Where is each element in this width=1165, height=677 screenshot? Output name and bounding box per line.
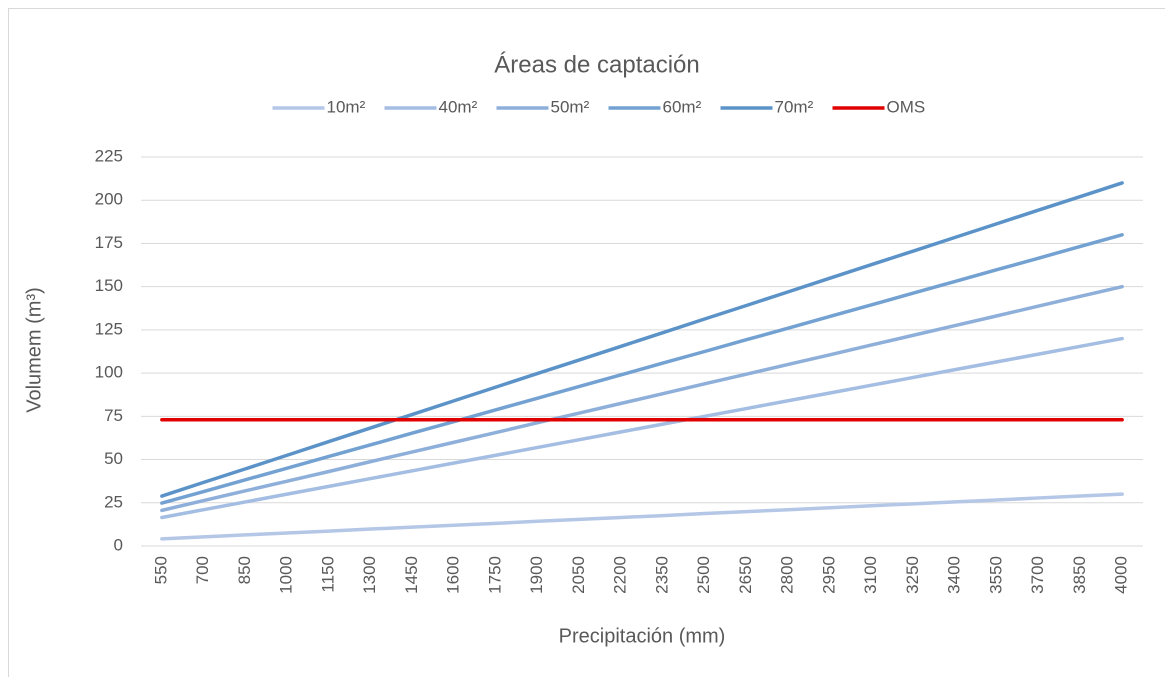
y-tick-label: 200 [95, 190, 123, 209]
x-tick-label: 1450 [402, 556, 421, 594]
y-axis-title: Volumem (m³) [23, 287, 45, 413]
legend-label: OMS [887, 97, 926, 116]
y-tick-label: 0 [114, 535, 123, 554]
series-line [160, 181, 1124, 498]
x-tick-label: 1300 [360, 556, 379, 594]
x-tick-label: 550 [151, 556, 170, 584]
x-tick-label: 700 [193, 556, 212, 584]
y-tick-label: 175 [95, 233, 123, 252]
legend-label: 50m² [551, 97, 590, 116]
x-tick-label: 3850 [1070, 556, 1089, 594]
x-tick-label: 2200 [611, 556, 630, 594]
chart-frame [8, 8, 1165, 677]
legend-label: 60m² [663, 97, 702, 116]
y-tick-label: 100 [95, 363, 123, 382]
y-tick-label: 225 [95, 146, 123, 165]
x-tick-label: 2800 [778, 556, 797, 594]
x-tick-label: 3400 [945, 556, 964, 594]
x-tick-label: 2950 [819, 556, 838, 594]
x-tick-label: 1000 [277, 556, 296, 594]
x-tick-label: 3550 [986, 556, 1005, 594]
series-line [160, 336, 1124, 520]
x-tick-label: 1900 [527, 556, 546, 594]
x-tick-label: 1150 [318, 556, 337, 593]
x-tick-label: 2350 [652, 556, 671, 594]
x-tick-label: 2650 [736, 556, 755, 594]
series-line [160, 284, 1124, 513]
x-axis-title: Precipitación (mm) [559, 625, 726, 647]
x-tick-label: 3700 [1028, 556, 1047, 594]
series-line [160, 492, 1124, 541]
y-tick-label: 75 [104, 406, 123, 425]
legend-label: 40m² [439, 97, 478, 116]
x-tick-label: 3250 [903, 556, 922, 594]
y-tick-label: 150 [95, 276, 123, 295]
x-tick-label: 1600 [444, 556, 463, 594]
x-tick-label: 1750 [485, 556, 504, 594]
x-tick-label: 3100 [861, 556, 880, 594]
y-tick-label: 50 [104, 449, 123, 468]
x-tick-label: 2500 [694, 556, 713, 594]
y-tick-label: 25 [104, 492, 123, 511]
x-tick-label: 2050 [569, 556, 588, 594]
x-tick-label: 850 [235, 556, 254, 584]
y-tick-label: 125 [95, 319, 123, 338]
chart-title: Áreas de captación [494, 51, 699, 78]
legend-label: 70m² [775, 97, 814, 116]
legend-label: 10m² [327, 97, 366, 116]
x-tick-label: 4000 [1112, 556, 1131, 594]
series-line [160, 233, 1124, 505]
